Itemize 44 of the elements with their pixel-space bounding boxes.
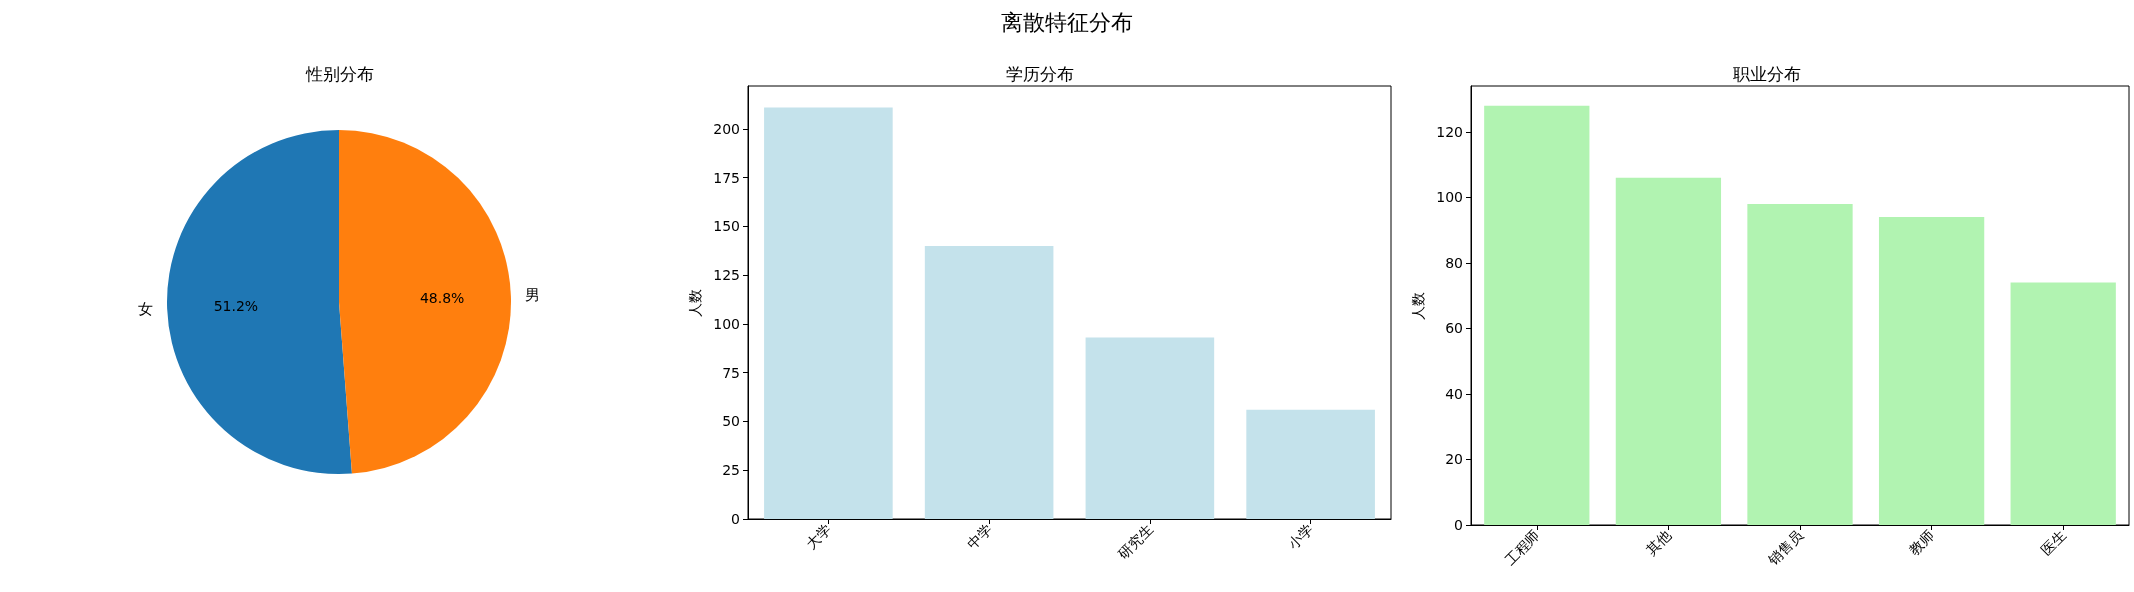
bar	[2010, 282, 2116, 525]
x-tick-label: 研究生	[1114, 521, 1156, 563]
x-tick-label: 教师	[1906, 527, 1938, 559]
x-tick-label: 工程师	[1501, 527, 1543, 569]
data-label: 48.8%	[419, 290, 465, 307]
x-tick-label: 其他	[1642, 527, 1675, 559]
y-tick-label: 150	[713, 218, 740, 235]
chart-title: 学历分布	[1006, 63, 1074, 84]
y-tick-label: 200	[713, 120, 740, 137]
text: 离散特征分布	[1000, 9, 1134, 37]
y-tick-label: 0	[731, 511, 740, 527]
y-tick-label: 50	[722, 413, 740, 430]
chart-title: 职业分布	[1733, 63, 1801, 84]
y-tick-label: 100	[713, 315, 740, 332]
bar	[924, 245, 1054, 519]
bar	[1246, 409, 1375, 519]
y-axis-title: 人数	[1410, 291, 1426, 320]
bar	[1085, 337, 1215, 519]
slice-label: 女	[138, 300, 154, 319]
y-tick-label: 100	[1436, 189, 1463, 206]
y-tick-label: 125	[713, 267, 740, 284]
data-label: 51.2%	[213, 297, 259, 314]
y-tick-label: 75	[722, 364, 740, 381]
slice-label: 男	[524, 285, 540, 304]
y-tick-label: 40	[1445, 385, 1463, 402]
bar	[1484, 105, 1590, 525]
x-tick-label: 医生	[2037, 527, 2069, 559]
y-tick-label: 80	[1445, 254, 1463, 271]
x-tick-label: 大学	[802, 521, 835, 553]
y-tick-label: 175	[713, 169, 740, 186]
y-tick-label: 120	[1436, 123, 1463, 140]
bar	[1747, 203, 1853, 525]
y-tick-label: 20	[1445, 451, 1463, 468]
chart-title: 性别分布	[305, 63, 374, 84]
x-tick-label: 中学	[963, 521, 995, 553]
bar	[1615, 177, 1722, 525]
x-tick-label: 销售员	[1763, 527, 1806, 570]
y-tick-label: 0	[1454, 517, 1463, 533]
y-tick-label: 60	[1445, 320, 1463, 337]
bar	[1878, 217, 1985, 525]
x-tick-label: 小学	[1285, 521, 1317, 553]
y-axis-title: 人数	[687, 288, 703, 317]
bar	[764, 107, 893, 519]
y-tick-label: 25	[722, 462, 740, 479]
